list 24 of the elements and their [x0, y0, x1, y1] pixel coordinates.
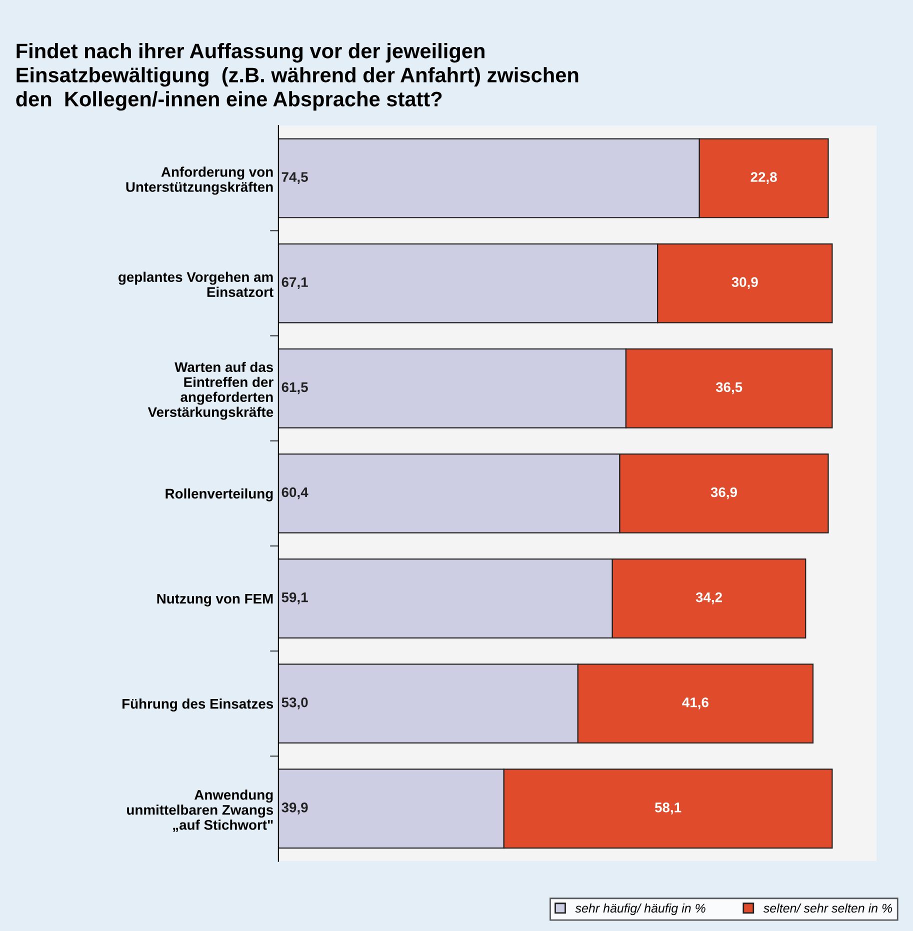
y-tick-label: Anwendung unmittelbaren Zwangs „auf Stichwort" [127, 790, 274, 832]
data-label: 74,5 [282, 172, 308, 184]
y-tick-label: geplantes Vorgehen am Einsatzort [118, 272, 274, 297]
y-tick-label: Anforderung von Unterstützungskräften [126, 166, 273, 195]
data-label: 60,4 [282, 487, 308, 500]
legend-label: sehr häufig/ häufig in % [575, 903, 706, 916]
data-label: 22,8 [750, 172, 777, 184]
y-tick-label: Warten auf das Eintreffen der angeforderten Verstärkungskräfte [148, 362, 274, 420]
data-label: 61,5 [282, 382, 308, 394]
chart-title: Findet nach ihrer Auffassung vor der jeweiligen Einsatzbewältigung (z.B. während der Anfahrt) zwischen den Kollegen/-innen eine Absprache statt? [16, 43, 578, 111]
data-label: 58,1 [654, 802, 682, 814]
data-label: 34,2 [696, 592, 722, 604]
data-label: 67,1 [282, 277, 308, 290]
data-label: 36,9 [710, 487, 737, 500]
data-label: 36,5 [716, 382, 742, 394]
legend-label: selten/ sehr selten in % [763, 903, 892, 913]
y-tick-label: Führung des Einsatzes [122, 698, 274, 712]
data-label: 53,0 [282, 697, 308, 710]
data-label: 59,1 [282, 592, 308, 604]
y-tick-label: Rollenverteilung [166, 488, 273, 502]
y-tick-label: Nutzung von FEM [157, 594, 273, 606]
data-label: 39,9 [282, 802, 308, 814]
data-label: 41,6 [682, 697, 708, 710]
data-label: 30,9 [732, 277, 758, 290]
